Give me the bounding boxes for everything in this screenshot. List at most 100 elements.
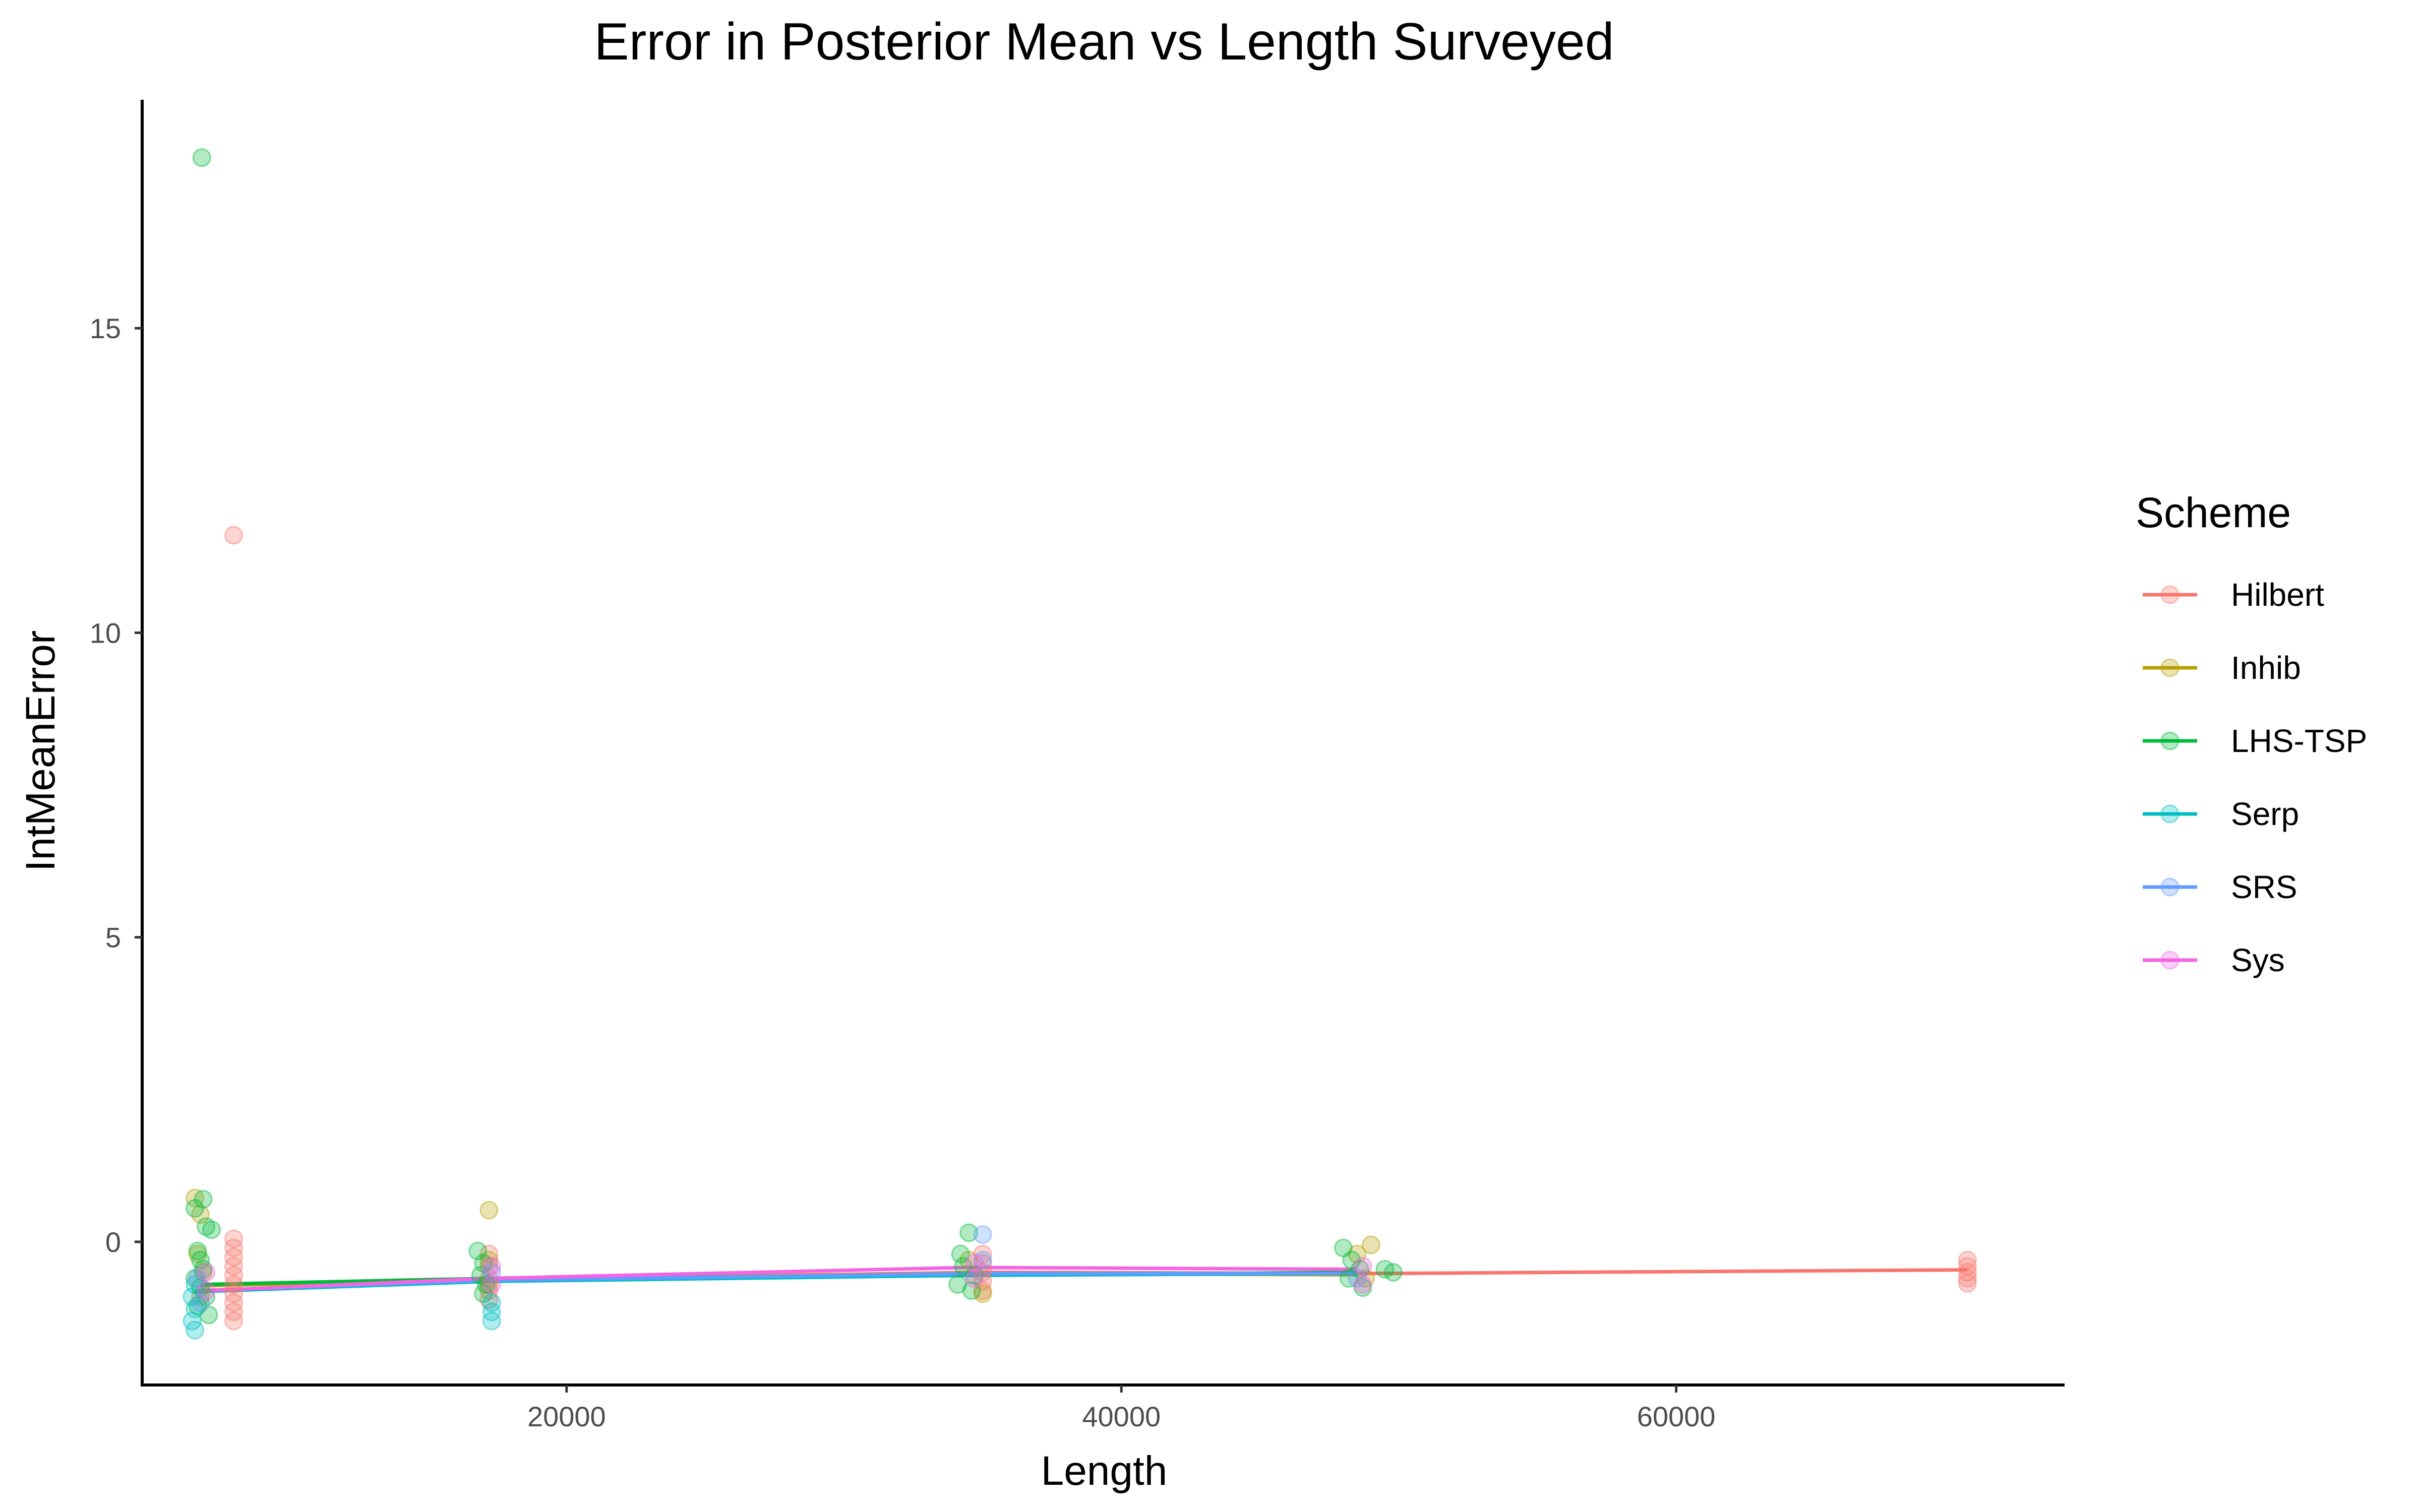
point-inhib: [191, 1205, 210, 1224]
point-serp: [482, 1302, 501, 1321]
point-hilbert: [973, 1253, 992, 1273]
y-axis-title: IntMeanError: [18, 631, 64, 872]
point-sys: [1353, 1256, 1372, 1276]
point-serp: [482, 1293, 501, 1312]
legend-item-srs: SRS: [2143, 869, 2297, 905]
point-lhs-tsp: [471, 1266, 490, 1285]
legend-key-point: [2160, 658, 2180, 677]
point-lhs-tsp: [191, 1250, 210, 1270]
point-srs: [973, 1225, 992, 1244]
legend-item-inhib: Inhib: [2143, 650, 2301, 686]
point-hilbert: [224, 1256, 244, 1276]
legend-key-point: [2160, 731, 2180, 750]
point-hilbert: [224, 1275, 244, 1294]
legend-item-hilbert: Hilbert: [2143, 577, 2324, 613]
legend-label: Inhib: [2231, 650, 2301, 686]
point-lhs-tsp: [188, 1296, 207, 1315]
point-inhib: [479, 1250, 499, 1270]
x-tick-label: 60000: [1637, 1401, 1716, 1432]
y-tick-label: 15: [90, 312, 121, 344]
point-hilbert: [224, 1302, 244, 1321]
point-lhs-tsp: [1383, 1263, 1403, 1282]
legend: Scheme Hilbert Inhib LHS-TSP Serp SRS Sys: [2136, 489, 2367, 978]
y-tick-label: 5: [105, 922, 121, 954]
point-lhs-tsp: [1342, 1250, 1361, 1270]
point-serp: [186, 1320, 205, 1340]
point-hilbert: [224, 1293, 244, 1312]
point-hilbert: [1958, 1256, 1977, 1276]
point-serp: [183, 1311, 202, 1331]
legend-key-point: [2160, 585, 2180, 604]
point-lhs-tsp: [476, 1275, 496, 1294]
point-srs: [973, 1250, 992, 1270]
line-layer: [195, 1266, 1968, 1294]
point-hilbert: [973, 1281, 992, 1300]
legend-label: Hilbert: [2231, 577, 2324, 613]
point-inhib: [1361, 1235, 1380, 1254]
point-sys: [482, 1256, 501, 1276]
point-hilbert: [479, 1244, 499, 1264]
point-inhib: [194, 1263, 213, 1282]
legend-title: Scheme: [2136, 489, 2291, 536]
point-lhs-tsp: [1350, 1259, 1369, 1279]
legend-item-serp: Serp: [2143, 796, 2299, 832]
point-lhs-tsp: [191, 1278, 210, 1297]
chart-title: Error in Posterior Mean vs Length Survey…: [594, 13, 1614, 71]
plot-panel: [183, 148, 1977, 1340]
point-serp: [482, 1311, 501, 1331]
point-hilbert: [479, 1269, 499, 1288]
point-lhs-tsp: [194, 1259, 213, 1279]
x-tick-label: 20000: [527, 1401, 606, 1432]
legend-item-lhs-tsp: LHS-TSP: [2143, 723, 2367, 759]
point-serp: [186, 1275, 205, 1294]
point-lhs-tsp: [1353, 1278, 1372, 1297]
point-inhib: [1356, 1269, 1375, 1288]
x-ticks: 20000 40000 60000: [527, 1385, 1716, 1432]
point-lhs-tsp: [186, 1269, 205, 1288]
point-inhib: [973, 1284, 992, 1303]
point-hilbert: [973, 1263, 992, 1282]
x-axis-title: Length: [1041, 1448, 1168, 1494]
point-lhs-tsp: [188, 1241, 207, 1261]
point-inhib: [959, 1250, 979, 1270]
point-lhs-tsp: [186, 1199, 205, 1218]
legend-label: LHS-TSP: [2231, 723, 2367, 759]
y-tick-label: 10: [90, 617, 121, 649]
point-sys: [965, 1253, 984, 1273]
point-lhs-tsp: [468, 1241, 488, 1261]
y-ticks: 0 5 10 15: [90, 312, 142, 1258]
point-lhs-tsp: [948, 1275, 967, 1294]
point-layer: [183, 148, 1977, 1340]
point-inhib: [479, 1275, 499, 1294]
point-srs: [188, 1269, 207, 1288]
legend-items: Hilbert Inhib LHS-TSP Serp SRS Sys: [2143, 577, 2367, 978]
point-hilbert: [973, 1244, 992, 1264]
legend-label: Serp: [2231, 796, 2299, 832]
y-tick-label: 0: [105, 1226, 121, 1258]
point-lhs-tsp: [954, 1256, 973, 1276]
point-hilbert: [224, 1311, 244, 1331]
point-hilbert: [224, 1238, 244, 1257]
point-hilbert: [479, 1290, 499, 1309]
point-hilbert: [479, 1256, 499, 1276]
point-srs: [1348, 1269, 1367, 1288]
legend-key-point: [2160, 804, 2180, 824]
point-lhs-tsp: [962, 1281, 981, 1300]
point-lhs-tsp: [194, 1189, 213, 1209]
series-line-sys: [206, 1266, 1357, 1293]
point-hilbert: [1958, 1263, 1977, 1282]
point-hilbert: [224, 1266, 244, 1285]
point-lhs-tsp: [199, 1305, 218, 1325]
point-lhs-tsp: [1334, 1238, 1353, 1257]
point-lhs-tsp: [197, 1217, 216, 1236]
point-hilbert: [973, 1272, 992, 1291]
point-hilbert: [1958, 1269, 1977, 1288]
point-lhs-tsp: [1339, 1269, 1358, 1288]
point-inhib: [479, 1201, 499, 1220]
point-lhs-tsp: [959, 1223, 979, 1242]
point-lhs-tsp: [951, 1244, 970, 1264]
point-lhs-tsp: [202, 1220, 221, 1239]
point-inhib: [1348, 1244, 1367, 1264]
